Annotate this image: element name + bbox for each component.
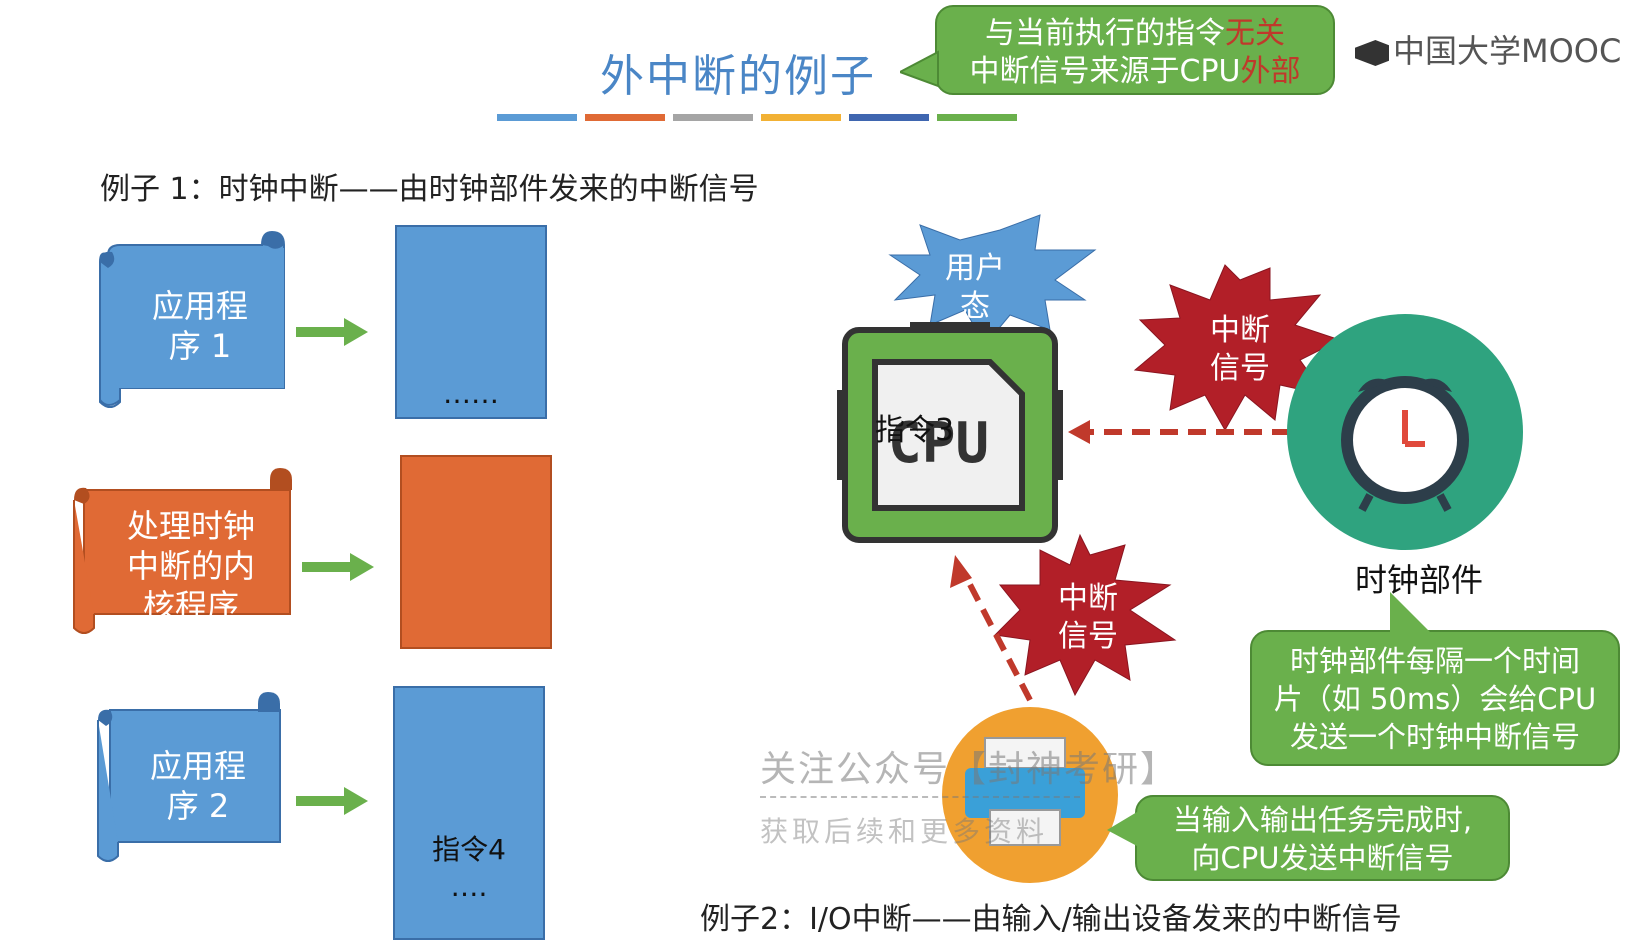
- interrupt-starburst-bottom: [993, 533, 1177, 697]
- watermark-divider: [760, 796, 1080, 798]
- clock-note-pointer: [1390, 592, 1430, 632]
- scroll-app1-label: 应用程序 1: [151, 287, 248, 365]
- scroll-kernel-label: 处理时钟 中断的内 核程序: [126, 507, 255, 625]
- watermark-line1: 关注公众号【封神考研】: [760, 749, 1179, 790]
- cpu-text: CPU: [888, 411, 989, 476]
- printer-device: [942, 707, 1118, 883]
- io-note-bubble: 当输入输出任务完成时, 向CPU发送中断信号: [1135, 795, 1510, 881]
- title-color-segment: [497, 114, 577, 121]
- scroll-kernel: [73, 468, 292, 634]
- arrow-1: [296, 318, 368, 346]
- title-color-segment: [937, 114, 1017, 121]
- example1-heading: 例子 1：时钟中断——由时钟部件发来的中断信号: [100, 172, 759, 207]
- title-color-segment: [761, 114, 841, 121]
- watermark-line2: 获取后续和更多资料: [760, 815, 1049, 848]
- kernel-memory-block: [400, 455, 552, 649]
- io-to-cpu-arrow: [962, 573, 1033, 702]
- interrupt-label-bottom: 中断 信号: [1058, 581, 1118, 654]
- top-note-pointer: [900, 50, 939, 88]
- top-note-bubble: 与当前执行的指令无关 中断信号来源于CPU外部: [935, 5, 1335, 95]
- page-title: 外中断的例子: [600, 51, 876, 102]
- mooc-logo: 中国大学MOOC: [1355, 26, 1621, 72]
- arrow-3: [296, 787, 368, 815]
- title-color-segment: [585, 114, 665, 121]
- title-color-segment: [849, 114, 929, 121]
- clock-note-bubble: 时钟部件每隔一个时间 片（如 50ms）会给CPU 发送一个时钟中断信号: [1250, 630, 1620, 766]
- arrow-2: [302, 553, 374, 581]
- clock-device: [1287, 314, 1523, 550]
- cpu-chip: CPU: [837, 322, 1063, 543]
- scroll-app2-label: 应用程序 2: [149, 747, 246, 825]
- top-note-line1: 与当前执行的指令无关: [985, 16, 1285, 51]
- scroll-app1: [99, 230, 285, 408]
- clock-label: 时钟部件: [1355, 561, 1484, 599]
- app1-memory-block: ……: [395, 225, 547, 419]
- scroll-app2: [97, 692, 281, 862]
- title-color-segment: [673, 114, 753, 121]
- io-note-pointer: [1107, 812, 1137, 846]
- cpu-overlay-instruction: 指令3: [875, 413, 955, 448]
- interrupt-label-top: 中断 信号: [1210, 313, 1270, 386]
- user-state-label: 用户态: [945, 251, 1005, 324]
- top-note-line2: 中断信号来源于CPU外部: [969, 54, 1301, 89]
- example2-heading: 例子2：I/O中断——由输入/输出设备发来的中断信号: [700, 902, 1402, 937]
